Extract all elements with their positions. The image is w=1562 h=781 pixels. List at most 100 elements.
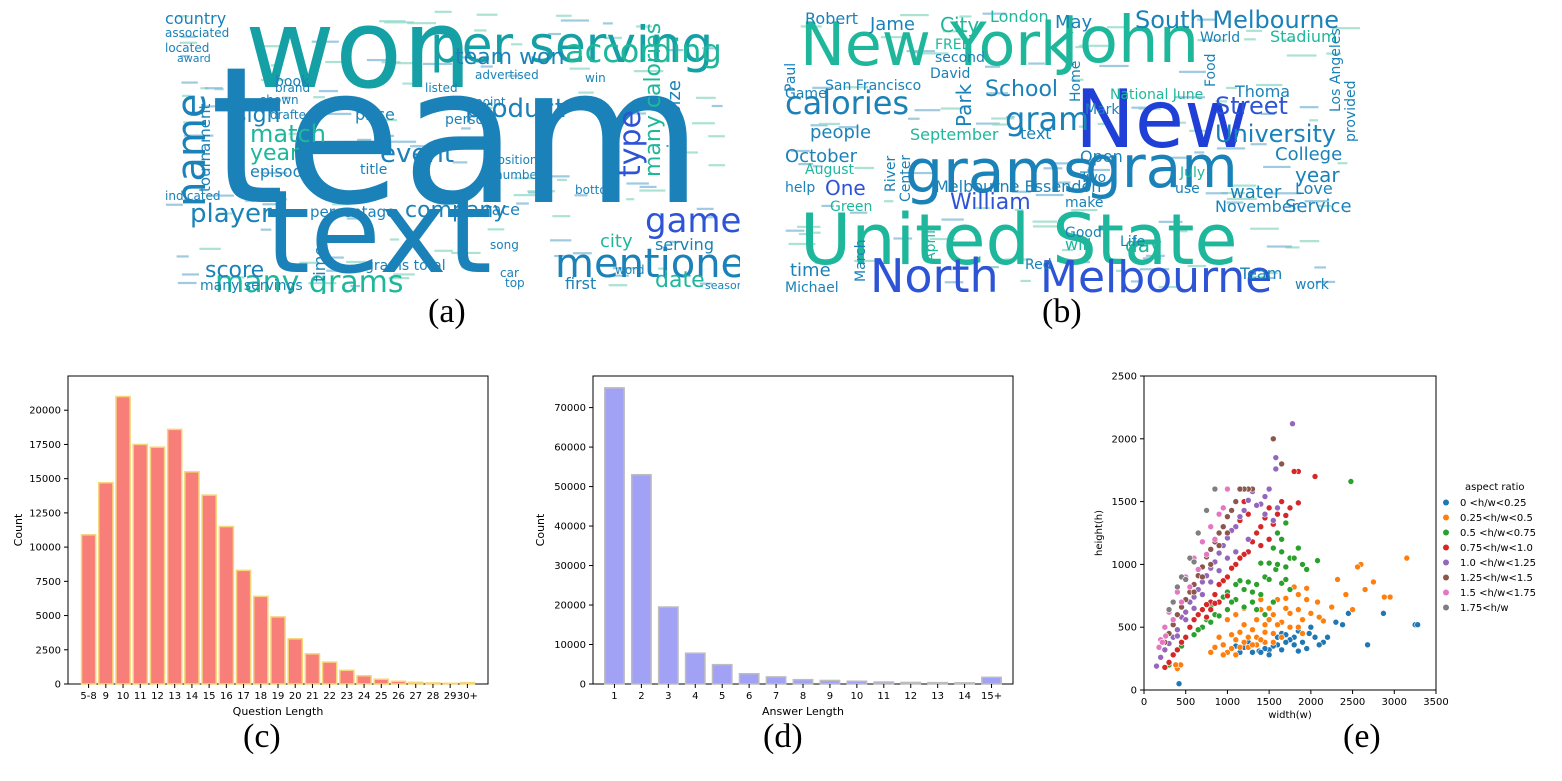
wordcloud-a-filler-word (200, 87, 209, 90)
wordcloud-b-word: provided (1343, 81, 1359, 142)
scatter-point (1282, 595, 1290, 602)
scatter-point (1228, 598, 1235, 606)
scatter-point (1332, 618, 1340, 626)
wordcloud-b-filler-word (809, 231, 821, 234)
wordcloud-b-filler-word (1063, 260, 1091, 264)
scatter-point (1265, 485, 1273, 493)
wordcloud-b-filler-word (821, 204, 834, 208)
legend-label: 1.5 <h/w<1.75 (1460, 588, 1536, 599)
scatter-point (1174, 632, 1181, 640)
y-tick-label: 0 (55, 680, 61, 691)
wordcloud-a-filler-word (260, 228, 272, 231)
wordcloud-b-word: time (790, 260, 831, 281)
scatter-point (1347, 478, 1355, 485)
wordcloud-b-word: work (1295, 277, 1330, 293)
wordcloud-b-filler-word (1058, 181, 1071, 184)
bar (115, 395, 131, 685)
wordcloud-b-word: April (923, 230, 939, 262)
wordcloud-a-filler-word (260, 78, 286, 82)
scatter-point (1265, 651, 1273, 659)
wordcloud-a-filler-word (350, 284, 361, 288)
wordcloud-b-filler-word (1168, 156, 1188, 159)
wordcloud-b-filler-word (1187, 264, 1207, 268)
wordcloud-b-word: use (1175, 181, 1200, 197)
wordcloud-a-word: text (265, 166, 492, 294)
wordcloud-a-word: season (705, 279, 740, 292)
chart-question-length: 0 2500 5000 7500 10000 12500 15000 17500 20000 5-… (0, 360, 500, 730)
wordcloud-a-word: score (205, 258, 264, 283)
wordcloud-a-word: company (405, 198, 506, 223)
scatter-point (1194, 626, 1202, 634)
wordcloud-b-filler-word (785, 229, 805, 232)
x-axis-label: Answer Length (762, 705, 844, 718)
scatter-point (1303, 645, 1310, 652)
wordcloud-a-word: word (615, 263, 645, 277)
scatter-point (1249, 588, 1256, 596)
wordcloud-a-filler-word (657, 267, 668, 270)
wordcloud-b-word: October (785, 146, 858, 167)
scatter-point (1414, 621, 1421, 628)
wordcloud-b-word: make (1065, 195, 1103, 211)
scatter-point (1257, 542, 1265, 549)
scatter-point (1203, 601, 1210, 608)
wordcloud-b-filler-word (1226, 197, 1257, 201)
wordcloud-a-filler-word (288, 132, 297, 135)
wordcloud-b-filler-word (1175, 96, 1206, 99)
scatter-point (1282, 605, 1290, 612)
scatter-point (1203, 613, 1210, 621)
wordcloud-b-filler-word (981, 266, 999, 269)
wordcloud-a-filler-word (183, 121, 199, 124)
wordcloud-b-filler-word (1172, 230, 1188, 233)
wordcloud-b-filler-word (906, 50, 936, 53)
y-tick-label: 2000 (1112, 434, 1137, 445)
wordcloud-b-filler-word (1078, 125, 1091, 128)
wordcloud-b-word: July (1179, 165, 1205, 181)
wordcloud-a-filler-word (180, 54, 191, 58)
wordcloud-a-filler-word (513, 194, 543, 197)
scatter-point (1174, 626, 1181, 634)
wordcloud-a-word: city (600, 231, 633, 252)
wordcloud-b-filler-word (1139, 268, 1170, 271)
scatter-point (1315, 613, 1323, 621)
scatter-point (1186, 554, 1194, 562)
bar (321, 661, 338, 685)
wordcloud-b-filler-word (1309, 119, 1319, 122)
chart-answer-length: 0 10000 20000 30000 40000 50000 60000 70000 1 2 3 4… (520, 360, 1030, 730)
scatter-point (1311, 633, 1319, 641)
bar (630, 473, 652, 685)
scatter-point (1174, 646, 1181, 654)
wordcloud-b-filler-word (1178, 70, 1206, 73)
wordcloud-a-word: country (165, 9, 226, 28)
x-tick-label: 1000 (1215, 697, 1240, 708)
scatter-point (1215, 542, 1223, 549)
scatter-point (1311, 473, 1319, 480)
wordcloud-a-filler-word (480, 65, 493, 68)
legend-marker (1443, 574, 1449, 581)
scatter-point (1270, 611, 1277, 618)
wordcloud-b-word: School (985, 77, 1058, 102)
wordcloud-b-word: second (935, 50, 985, 66)
wordcloud-a-filler-word (626, 198, 635, 201)
scatter-point (1174, 611, 1181, 618)
wordcloud-a-filler-word (574, 194, 588, 197)
wordcloud-b-word: Paul (783, 63, 799, 92)
wordcloud-a-filler-word (708, 135, 725, 138)
bar (711, 663, 733, 685)
scatter-point (1261, 493, 1269, 500)
wordcloud-a-word: event (380, 139, 454, 169)
wordcloud-a-filler-word (527, 191, 550, 194)
scatter-point (1253, 616, 1260, 623)
wordcloud-a-word: grams total (365, 258, 446, 274)
wordcloud-b-filler-word (1070, 78, 1084, 81)
wordcloud-b-filler-word (1194, 151, 1205, 154)
y-tick-label: 5000 (36, 611, 61, 622)
scatter-point (1157, 654, 1164, 661)
wordcloud-b-filler-word (1221, 191, 1246, 195)
wordcloud-a-filler-word (626, 182, 649, 185)
scatter-point (1219, 641, 1227, 649)
scatter-point (1182, 616, 1190, 623)
wordcloud-b-word: United State (800, 199, 1238, 281)
wordcloud-b-filler-word (911, 51, 922, 54)
scatter-point (1155, 643, 1163, 651)
y-tick-label: 1500 (1112, 497, 1137, 508)
